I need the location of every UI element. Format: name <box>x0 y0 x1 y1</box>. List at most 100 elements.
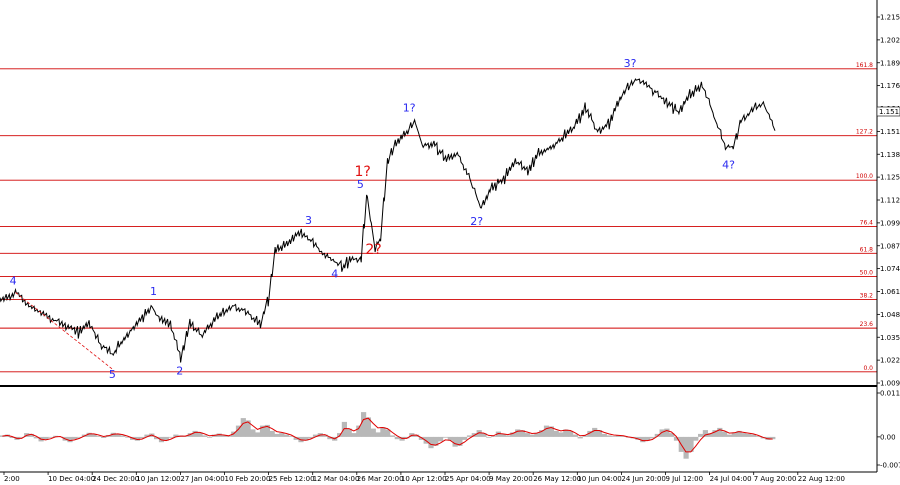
histogram-bar <box>524 433 530 437</box>
fib-level-label: 50.0 <box>860 269 874 276</box>
histogram-bar <box>577 436 583 439</box>
wave-label: 5 <box>357 178 364 191</box>
histogram-bar <box>741 433 747 437</box>
histogram-bar <box>202 435 208 437</box>
price-tick-label: 1.0872 <box>880 242 900 250</box>
price-tick-label: 1.0227 <box>880 357 900 365</box>
histogram-bar <box>543 425 550 437</box>
price-tick-label: 1.2020 <box>880 36 900 44</box>
wave-connector-dashed <box>15 292 113 370</box>
histogram-bar <box>226 436 232 437</box>
price-tick-label: 1.0997 <box>880 219 900 227</box>
histogram-bar <box>101 436 107 438</box>
histogram-bar <box>572 434 578 437</box>
histogram-bar <box>356 425 362 437</box>
histogram-bar <box>269 430 275 437</box>
histogram-bar <box>284 434 290 437</box>
histogram-bar <box>110 432 116 437</box>
histogram-bar <box>19 436 25 438</box>
time-tick-label: 9 Jul 12:00 <box>666 475 704 483</box>
histogram-bar <box>457 436 463 446</box>
histogram-bar <box>33 436 39 439</box>
fib-level-label: 161.8 <box>856 62 873 69</box>
histogram-bar <box>115 433 121 437</box>
histogram-bar <box>568 430 574 437</box>
time-tick-label: 9 May 20:00 <box>489 475 533 483</box>
histogram-bar <box>702 430 708 437</box>
wave-label: 3 <box>305 214 312 227</box>
histogram-bar <box>558 432 564 437</box>
histogram-bar <box>563 429 569 437</box>
histogram-bar <box>722 431 728 437</box>
histogram-bar <box>534 433 540 437</box>
histogram-bar <box>698 433 704 437</box>
histogram-bar <box>197 432 203 437</box>
oscillator-pane <box>0 412 776 459</box>
histogram-bar <box>385 429 391 437</box>
histogram-bar <box>221 435 227 437</box>
histogram-bar <box>346 428 352 437</box>
time-tick-label: 25 Feb 12:00 <box>269 475 315 483</box>
histogram-bar <box>746 433 752 437</box>
histogram-bar <box>611 436 617 437</box>
wave-label: 1? <box>355 164 371 180</box>
fib-level-label: 61.8 <box>860 246 874 253</box>
histogram-bar <box>548 426 554 437</box>
price-tick-label: 1.0357 <box>880 334 900 342</box>
time-tick-label: 25 Apr 04:00 <box>445 475 491 483</box>
time-tick-label: 10 Jun 04:00 <box>577 475 621 483</box>
histogram-bar <box>134 436 140 441</box>
histogram-bar <box>67 436 73 443</box>
histogram-bar <box>529 434 535 437</box>
histogram-bar <box>327 436 333 440</box>
wave-label: 2 <box>176 364 183 377</box>
time-tick-label: 26 May 12:00 <box>533 475 581 483</box>
price-tick-label: 1.1513 <box>880 128 900 136</box>
histogram-bar <box>553 430 559 437</box>
histogram-bar <box>404 436 410 439</box>
wave-label: 1 <box>150 285 157 298</box>
histogram-bar <box>693 436 699 441</box>
histogram-bar <box>264 424 270 437</box>
time-tick-label: 10 Apr 12:00 <box>401 475 447 483</box>
current-price-tag: 1.1513 <box>876 106 900 117</box>
time-tick-label: 22 Aug 12:00 <box>798 475 845 483</box>
histogram-bar <box>712 430 718 437</box>
histogram-bar <box>245 420 251 437</box>
wave-label: 2? <box>365 242 381 258</box>
histogram-bar <box>414 434 420 437</box>
time-tick-label: 24 Jul 04:00 <box>710 475 752 483</box>
histogram-bar <box>375 432 381 437</box>
histogram-bar <box>433 436 439 446</box>
current-price-label: 1.1513 <box>879 108 900 116</box>
wave-label: 1? <box>403 102 416 115</box>
histogram-bar <box>250 429 256 437</box>
histogram-bar <box>621 436 627 437</box>
histogram-bar <box>279 433 285 437</box>
price-tick-label: 1.1127 <box>880 197 900 205</box>
histogram-bar <box>255 432 261 437</box>
histogram-bar <box>515 429 521 437</box>
price-tick-label: 1.1767 <box>880 82 900 90</box>
histogram-bar <box>48 436 54 438</box>
oscillator-axis: 0.01174 0.00 -0.00757 <box>877 390 900 470</box>
histogram-bar <box>216 433 222 437</box>
histogram-bar <box>9 436 15 438</box>
histogram-bar <box>649 436 655 439</box>
time-tick-label: 10 Dec 04:00 <box>48 475 95 483</box>
histogram-bar <box>726 434 733 437</box>
histogram-bar <box>592 427 598 437</box>
histogram-bar <box>491 436 497 437</box>
histogram-bar <box>240 418 246 437</box>
histogram-bar <box>303 436 309 441</box>
price-series <box>0 78 776 363</box>
oscillator-tick-label: -0.00757 <box>880 462 900 470</box>
histogram-bar <box>495 431 501 437</box>
histogram-bar <box>452 436 458 447</box>
histogram-bar <box>288 436 294 437</box>
histogram-bar <box>731 432 737 437</box>
histogram-bar <box>442 436 449 438</box>
fib-level-label: 100.0 <box>856 173 873 180</box>
